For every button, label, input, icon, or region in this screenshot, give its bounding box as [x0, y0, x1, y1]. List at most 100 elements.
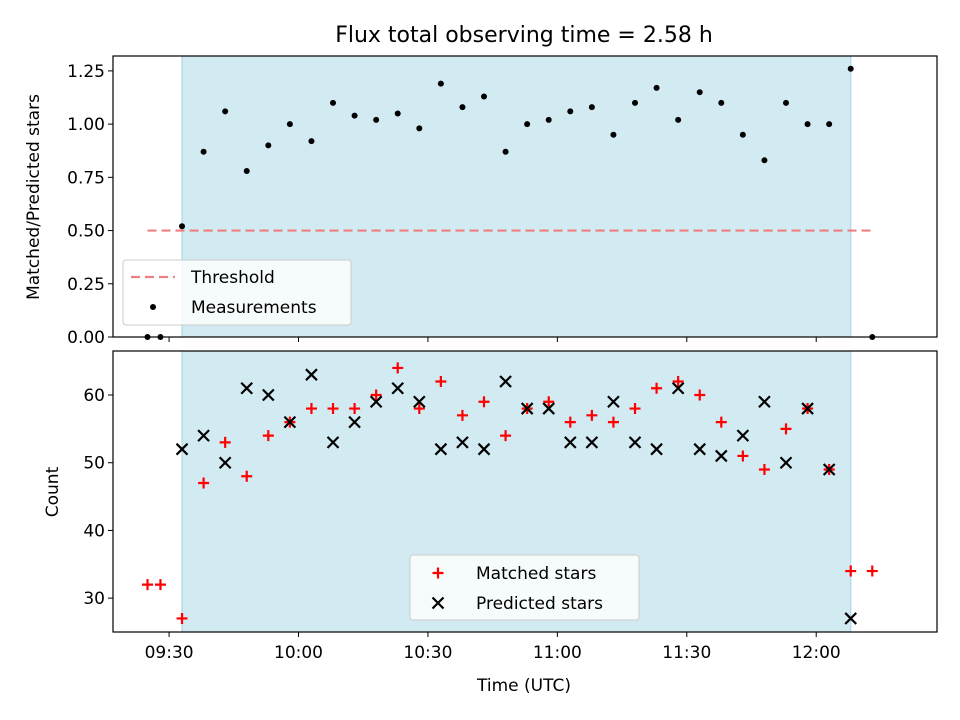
measurement-point [351, 112, 358, 119]
measurement-point [243, 167, 250, 174]
predicted-stars-point [801, 402, 814, 415]
bottom-y-axis-label: Count [43, 466, 63, 517]
matched-stars-point [349, 403, 361, 415]
measurement-point [502, 148, 509, 155]
predicted-stars-point [607, 395, 620, 409]
predicted-stars-point [477, 442, 491, 456]
matched-stars-point [219, 436, 231, 448]
measurement-point [739, 131, 746, 138]
matched-stars-point [176, 612, 188, 624]
measurement-point [696, 89, 703, 96]
y-tick-label: 60 [83, 386, 105, 406]
measurement-point [459, 104, 466, 111]
matched-stars-point [672, 375, 684, 387]
measurement-point [437, 80, 444, 87]
predicted-stars-point [585, 436, 599, 449]
matched-stars-point [564, 416, 576, 428]
measurement-point [567, 108, 574, 115]
measurement-point [524, 121, 531, 128]
y-tick-label: 40 [83, 521, 105, 541]
x-tick-label: 12:00 [792, 643, 841, 663]
legend-box [122, 259, 352, 326]
matched-stars-point [456, 409, 468, 421]
predicted-stars-point [693, 442, 707, 456]
predicted-stars-point [218, 456, 232, 470]
measurement-point [718, 99, 725, 106]
measurement-point [330, 99, 337, 106]
predicted-stars-point [671, 381, 685, 395]
bottom-legend: Matched stars Predicted stars [409, 554, 640, 621]
legend-predicted-label: Predicted stars [476, 594, 603, 614]
chart-title: Flux total observing time = 2.58 h [335, 23, 713, 48]
bottom-plot-panel: 30 40 50 60 09:30 10:00 10:30 11:00 11:30 12:00 Ma… [83, 350, 938, 663]
matched-stars-point [154, 579, 166, 591]
y-tick-label: 0.25 [67, 275, 105, 295]
predicted-stars-point [650, 442, 663, 456]
measurement-point [783, 99, 790, 106]
x-tick-label: 11:00 [533, 643, 582, 663]
matched-stars-point [780, 423, 792, 435]
matched-stars-point [715, 416, 727, 428]
predicted-stars-point [413, 395, 426, 409]
legend-box [409, 554, 640, 621]
measurement-point [545, 116, 552, 123]
measurement-point [416, 125, 423, 132]
matched-stars-point [586, 409, 598, 421]
y-tick-label: 0.50 [67, 222, 105, 242]
predicted-stars-point [715, 449, 728, 463]
matched-stars-point [737, 450, 749, 462]
measurement-point [804, 121, 811, 128]
measurement-point [308, 138, 315, 145]
matched-stars-point [543, 396, 555, 408]
legend-predicted-swatch [431, 596, 445, 610]
predicted-stars-point [564, 436, 577, 449]
matched-stars-point [694, 389, 706, 401]
predicted-stars-point [283, 415, 297, 429]
matched-stars-point [478, 396, 490, 408]
predicted-stars-point [348, 415, 361, 429]
matched-stars-point [651, 382, 663, 394]
x-axis-label: Time (UTC) [476, 676, 571, 696]
measurement-point [761, 157, 768, 164]
matched-stars-point [241, 470, 253, 482]
matched-stars-point [435, 375, 447, 387]
measurement-point [394, 110, 401, 117]
measurement-point [481, 93, 488, 100]
matched-stars-point [198, 477, 210, 489]
measurement-point [826, 121, 833, 128]
legend-measurements-swatch [150, 304, 156, 310]
measurement-point [200, 148, 207, 155]
legend-measurements-label: Measurements [191, 298, 317, 318]
predicted-stars-point [542, 402, 556, 415]
matched-stars-point [866, 565, 878, 577]
measurement-point [632, 99, 639, 106]
measurement-point [373, 116, 380, 123]
measurement-point [847, 65, 854, 72]
predicted-stars-point [305, 368, 318, 381]
matched-stars-point [392, 362, 404, 374]
predicted-stars-point [736, 429, 750, 442]
matched-stars-point [758, 463, 770, 475]
matched-stars-point [500, 430, 512, 442]
y-tick-label: 1.00 [67, 115, 105, 135]
matched-stars-point [262, 430, 274, 442]
predicted-stars-point [779, 456, 793, 470]
matched-stars-point [607, 416, 619, 428]
predicted-stars-point [175, 442, 189, 456]
matched-stars-point [413, 403, 425, 415]
predicted-stars-point [456, 436, 469, 449]
y-tick-label: 30 [83, 589, 105, 609]
top-y-axis-label: Matched/Predicted stars [24, 94, 44, 300]
predicted-stars-point [369, 395, 383, 409]
plot-frame [112, 350, 938, 633]
predicted-stars-point [628, 436, 642, 449]
predicted-stars-point [197, 429, 210, 442]
predicted-stars-point [844, 612, 857, 625]
top-legend: Threshold Measurements [122, 259, 352, 326]
predicted-stars-point [520, 402, 534, 415]
measurement-point [265, 142, 272, 149]
y-tick-label: 0.75 [67, 168, 105, 188]
measurement-point [675, 116, 682, 123]
predicted-stars-point [758, 395, 771, 409]
measurement-point [222, 108, 229, 115]
